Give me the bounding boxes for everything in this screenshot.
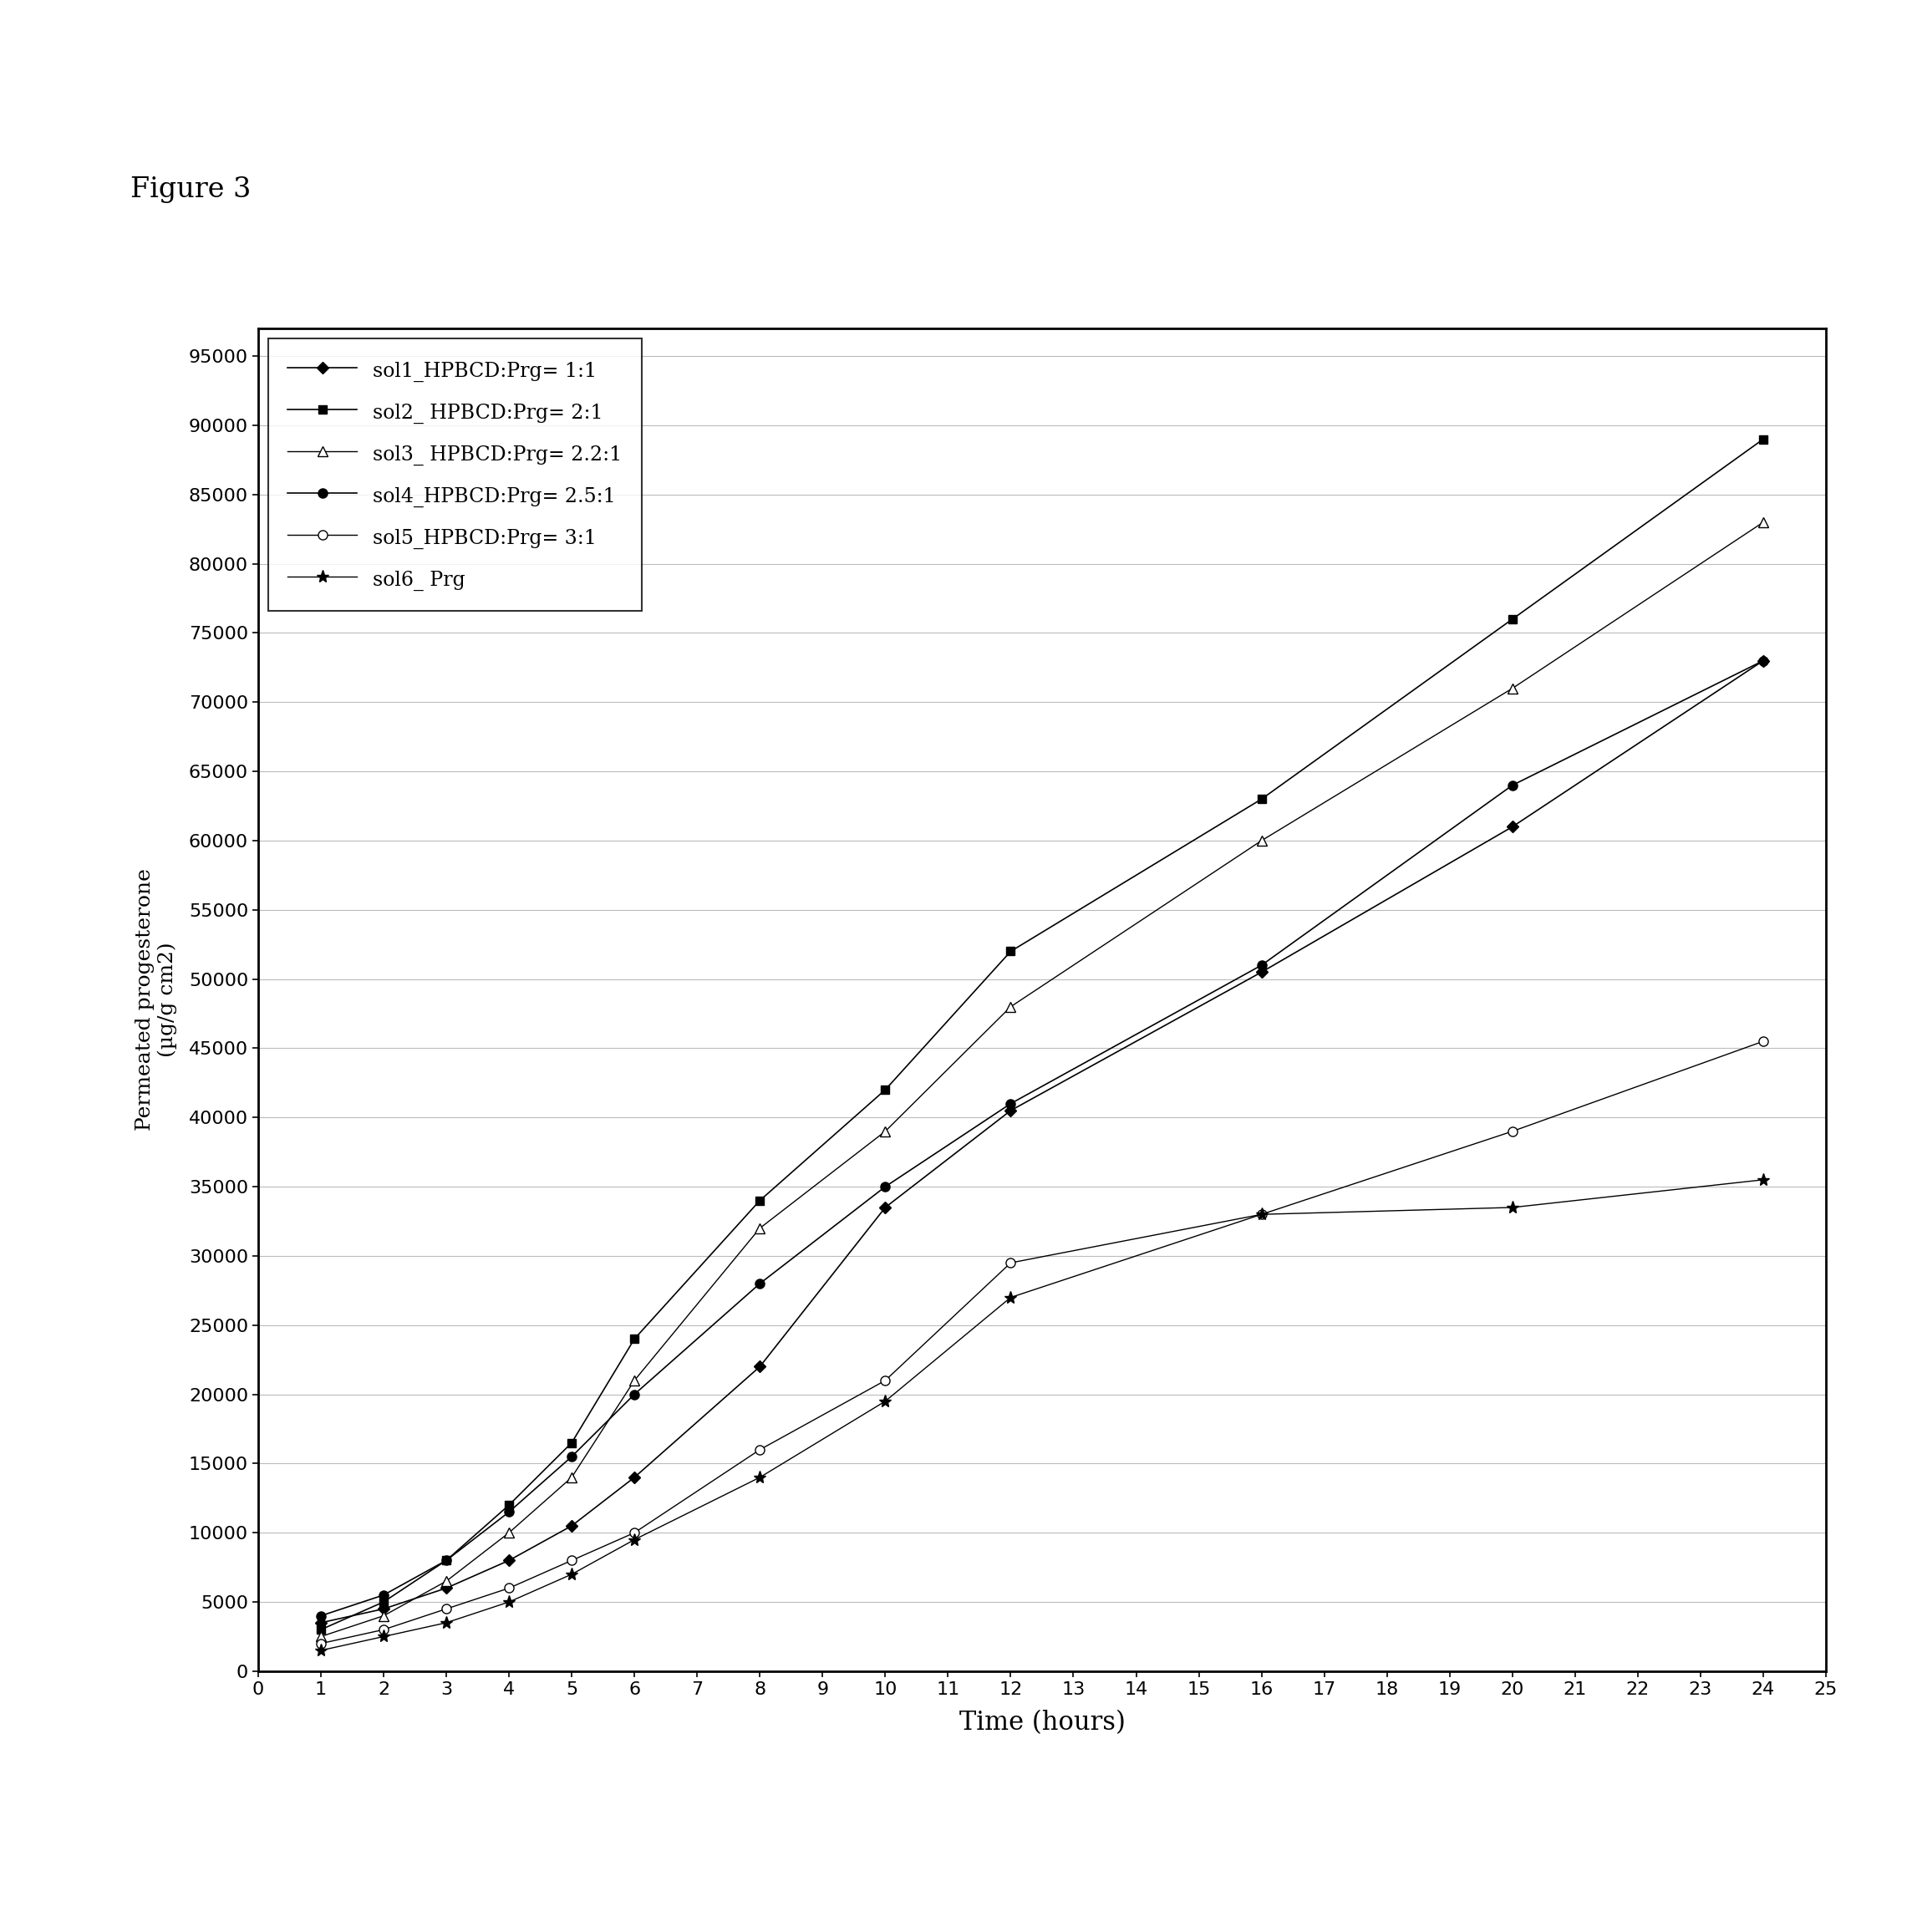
sol2_ HPBCD:Prg= 2:1: [1000, 939, 1023, 962]
sol5_HPBCD:Prg= 3:1: [874, 1370, 897, 1393]
sol2_ HPBCD:Prg= 2:1: [1250, 788, 1273, 811]
sol3_ HPBCD:Prg= 2.2:1: [748, 1217, 771, 1240]
Line: sol2_ HPBCD:Prg= 2:1: sol2_ HPBCD:Prg= 2:1: [317, 435, 1767, 1634]
sol1_HPBCD:Prg= 1:1: [1751, 649, 1774, 672]
sol2_ HPBCD:Prg= 2:1: [560, 1432, 583, 1455]
sol3_ HPBCD:Prg= 2.2:1: [1501, 676, 1524, 699]
sol4_HPBCD:Prg= 2.5:1: [497, 1501, 520, 1524]
sol6_ Prg: [1751, 1169, 1774, 1192]
Legend: sol1_HPBCD:Prg= 1:1, sol2_ HPBCD:Prg= 2:1, sol3_ HPBCD:Prg= 2.2:1, sol4_HPBCD:Pr: sol1_HPBCD:Prg= 1:1, sol2_ HPBCD:Prg= 2:…: [268, 338, 642, 611]
sol5_HPBCD:Prg= 3:1: [1000, 1252, 1023, 1275]
Y-axis label: Permeated progesterone
(µg/g cm2): Permeated progesterone (µg/g cm2): [136, 869, 178, 1130]
sol3_ HPBCD:Prg= 2.2:1: [310, 1625, 333, 1648]
sol1_HPBCD:Prg= 1:1: [560, 1515, 583, 1538]
sol3_ HPBCD:Prg= 2.2:1: [1751, 510, 1774, 533]
sol2_ HPBCD:Prg= 2:1: [1501, 607, 1524, 630]
sol2_ HPBCD:Prg= 2:1: [623, 1327, 646, 1350]
sol4_HPBCD:Prg= 2.5:1: [1000, 1092, 1023, 1115]
sol6_ Prg: [560, 1563, 583, 1586]
sol4_HPBCD:Prg= 2.5:1: [310, 1604, 333, 1627]
X-axis label: Time (hours): Time (hours): [960, 1710, 1124, 1735]
sol1_HPBCD:Prg= 1:1: [748, 1354, 771, 1378]
Text: Figure 3: Figure 3: [130, 176, 250, 203]
sol5_HPBCD:Prg= 3:1: [1751, 1030, 1774, 1053]
sol4_HPBCD:Prg= 2.5:1: [874, 1175, 897, 1198]
sol6_ Prg: [1250, 1204, 1273, 1227]
sol3_ HPBCD:Prg= 2.2:1: [1000, 995, 1023, 1018]
sol6_ Prg: [310, 1638, 333, 1662]
Line: sol3_ HPBCD:Prg= 2.2:1: sol3_ HPBCD:Prg= 2.2:1: [315, 518, 1769, 1640]
sol3_ HPBCD:Prg= 2.2:1: [1250, 829, 1273, 852]
sol2_ HPBCD:Prg= 2:1: [310, 1619, 333, 1642]
sol3_ HPBCD:Prg= 2.2:1: [560, 1466, 583, 1490]
sol4_HPBCD:Prg= 2.5:1: [1501, 773, 1524, 796]
sol2_ HPBCD:Prg= 2:1: [373, 1590, 396, 1613]
Line: sol1_HPBCD:Prg= 1:1: sol1_HPBCD:Prg= 1:1: [317, 657, 1767, 1627]
sol4_HPBCD:Prg= 2.5:1: [434, 1549, 457, 1573]
sol1_HPBCD:Prg= 1:1: [1501, 815, 1524, 838]
sol1_HPBCD:Prg= 1:1: [1000, 1099, 1023, 1122]
sol4_HPBCD:Prg= 2.5:1: [373, 1584, 396, 1607]
sol5_HPBCD:Prg= 3:1: [310, 1633, 333, 1656]
sol6_ Prg: [373, 1625, 396, 1648]
sol5_HPBCD:Prg= 3:1: [623, 1520, 646, 1544]
sol5_HPBCD:Prg= 3:1: [748, 1437, 771, 1461]
sol1_HPBCD:Prg= 1:1: [310, 1611, 333, 1634]
sol6_ Prg: [874, 1389, 897, 1412]
sol5_HPBCD:Prg= 3:1: [560, 1549, 583, 1573]
Line: sol5_HPBCD:Prg= 3:1: sol5_HPBCD:Prg= 3:1: [315, 1037, 1769, 1648]
sol1_HPBCD:Prg= 1:1: [497, 1549, 520, 1573]
sol4_HPBCD:Prg= 2.5:1: [623, 1383, 646, 1406]
sol4_HPBCD:Prg= 2.5:1: [560, 1445, 583, 1468]
Line: sol4_HPBCD:Prg= 2.5:1: sol4_HPBCD:Prg= 2.5:1: [315, 657, 1769, 1621]
sol6_ Prg: [623, 1528, 646, 1551]
sol5_HPBCD:Prg= 3:1: [434, 1598, 457, 1621]
sol3_ HPBCD:Prg= 2.2:1: [497, 1520, 520, 1544]
sol2_ HPBCD:Prg= 2:1: [874, 1078, 897, 1101]
sol5_HPBCD:Prg= 3:1: [1250, 1204, 1273, 1227]
sol4_HPBCD:Prg= 2.5:1: [1751, 649, 1774, 672]
sol2_ HPBCD:Prg= 2:1: [748, 1188, 771, 1211]
sol6_ Prg: [434, 1611, 457, 1634]
sol4_HPBCD:Prg= 2.5:1: [1250, 954, 1273, 978]
sol6_ Prg: [1501, 1196, 1524, 1219]
sol1_HPBCD:Prg= 1:1: [373, 1598, 396, 1621]
sol3_ HPBCD:Prg= 2.2:1: [373, 1604, 396, 1627]
sol4_HPBCD:Prg= 2.5:1: [748, 1271, 771, 1294]
sol3_ HPBCD:Prg= 2.2:1: [623, 1370, 646, 1393]
sol2_ HPBCD:Prg= 2:1: [1751, 427, 1774, 450]
sol1_HPBCD:Prg= 1:1: [623, 1466, 646, 1490]
sol2_ HPBCD:Prg= 2:1: [434, 1549, 457, 1573]
sol6_ Prg: [497, 1590, 520, 1613]
sol3_ HPBCD:Prg= 2.2:1: [434, 1569, 457, 1592]
sol6_ Prg: [1000, 1287, 1023, 1310]
sol2_ HPBCD:Prg= 2:1: [497, 1493, 520, 1517]
sol1_HPBCD:Prg= 1:1: [1250, 960, 1273, 983]
sol1_HPBCD:Prg= 1:1: [874, 1196, 897, 1219]
sol3_ HPBCD:Prg= 2.2:1: [874, 1121, 897, 1144]
sol6_ Prg: [748, 1466, 771, 1490]
sol1_HPBCD:Prg= 1:1: [434, 1577, 457, 1600]
Line: sol6_ Prg: sol6_ Prg: [314, 1173, 1771, 1658]
sol5_HPBCD:Prg= 3:1: [373, 1619, 396, 1642]
sol5_HPBCD:Prg= 3:1: [1501, 1121, 1524, 1144]
sol5_HPBCD:Prg= 3:1: [497, 1577, 520, 1600]
